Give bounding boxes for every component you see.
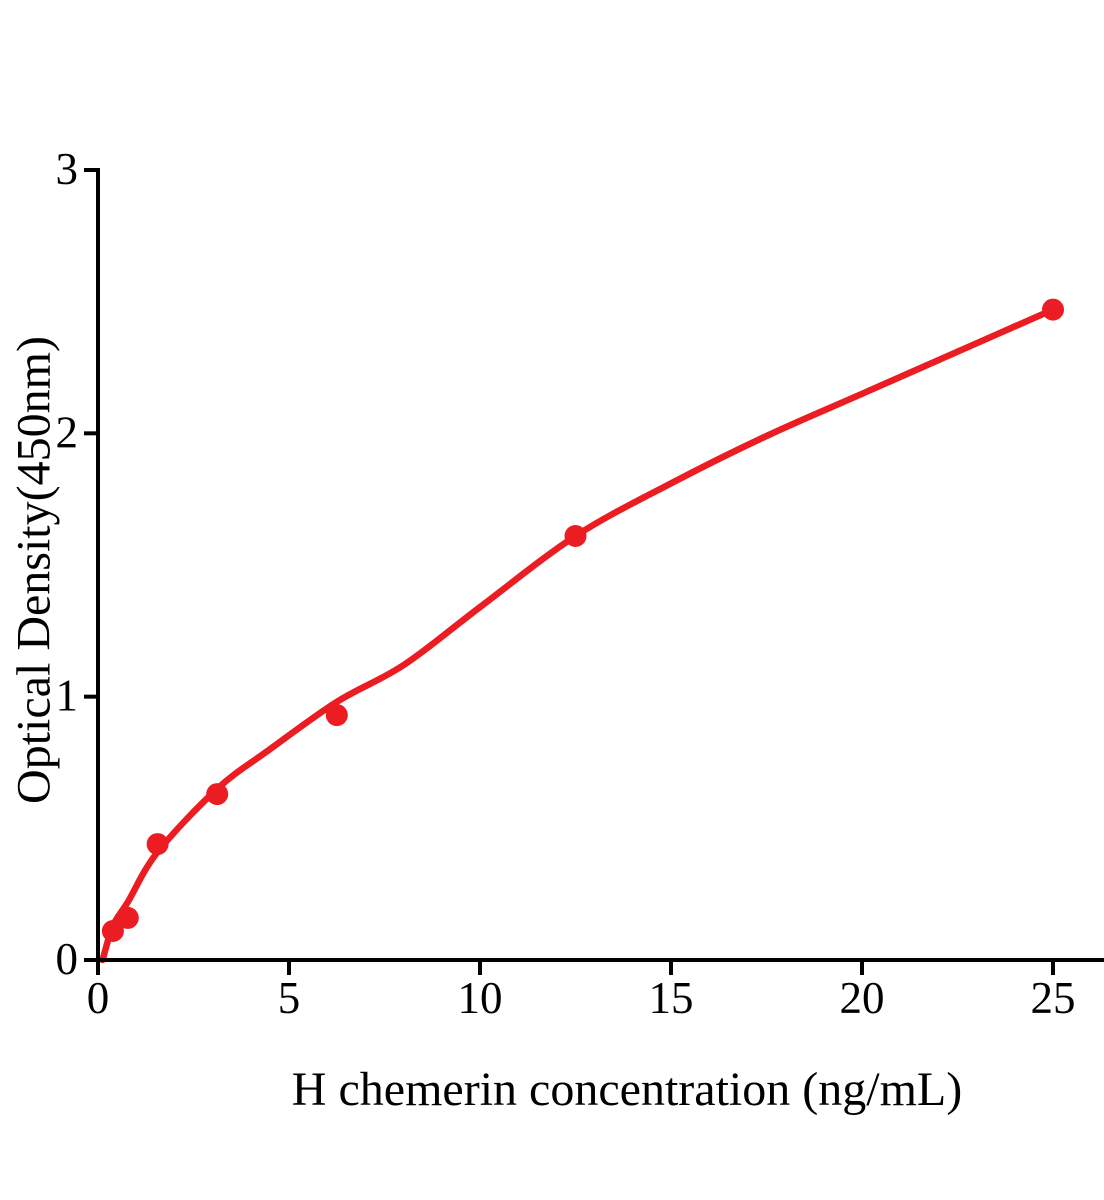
data-point xyxy=(564,525,587,547)
x-axis-title: H chemerin concentration (ng/mL) xyxy=(291,1063,963,1116)
x-tick-label: 20 xyxy=(840,973,885,1023)
x-tick-label: 0 xyxy=(87,973,110,1023)
fit-curve xyxy=(99,306,1057,964)
x-tick-label: 10 xyxy=(458,973,503,1023)
y-tick-label: 1 xyxy=(56,671,79,721)
data-point xyxy=(146,833,169,856)
data-point xyxy=(1042,298,1064,321)
y-tick-label: 3 xyxy=(56,144,79,194)
data-point xyxy=(116,906,139,929)
x-tick-label: 5 xyxy=(278,973,301,1023)
y-axis-title: Optical Density(450nm) xyxy=(7,336,61,804)
data-point xyxy=(325,704,348,727)
x-tick-label: 15 xyxy=(649,973,694,1023)
x-tick-label: 25 xyxy=(1031,973,1076,1023)
y-tick-label: 0 xyxy=(56,934,79,984)
data-point xyxy=(101,920,124,942)
y-tick-label: 2 xyxy=(56,407,79,457)
data-point xyxy=(206,783,229,806)
